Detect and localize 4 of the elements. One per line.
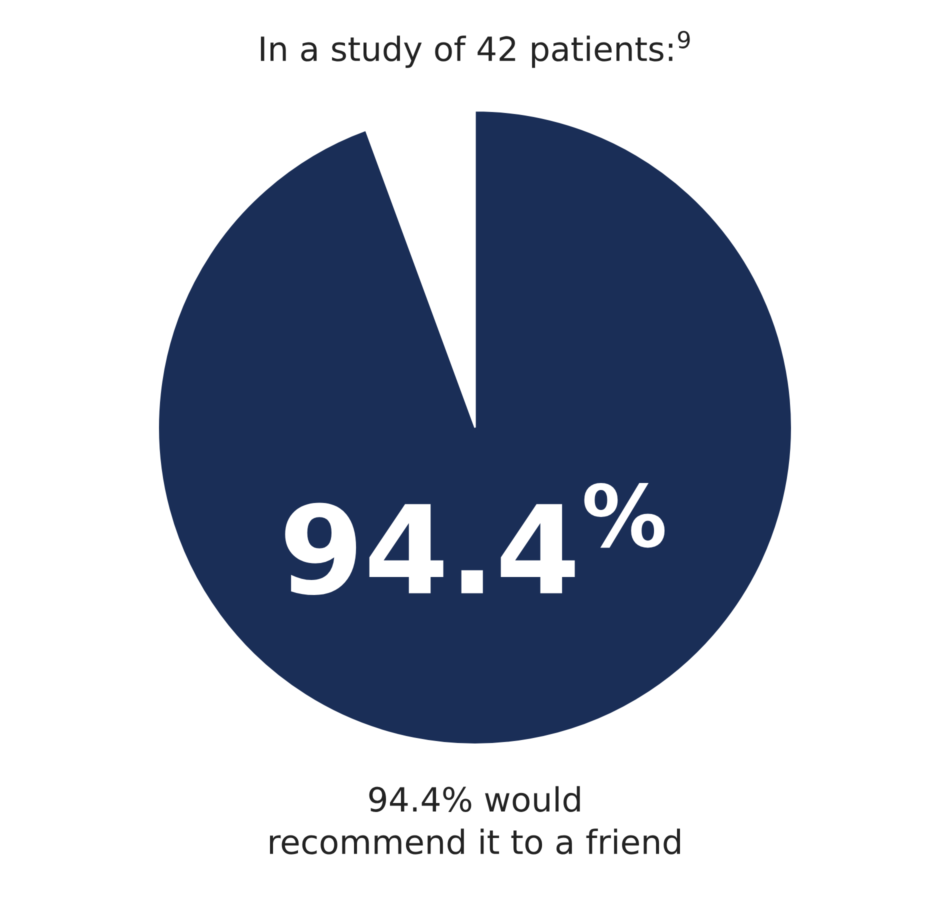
pie-slice bbox=[158, 110, 792, 745]
chart-title: In a study of 42 patients:$^{9}$ bbox=[260, 30, 690, 68]
text: 94.4% would recommend it to a friend bbox=[270, 786, 680, 854]
data-label: 94.4$^{%}$ bbox=[285, 483, 665, 596]
